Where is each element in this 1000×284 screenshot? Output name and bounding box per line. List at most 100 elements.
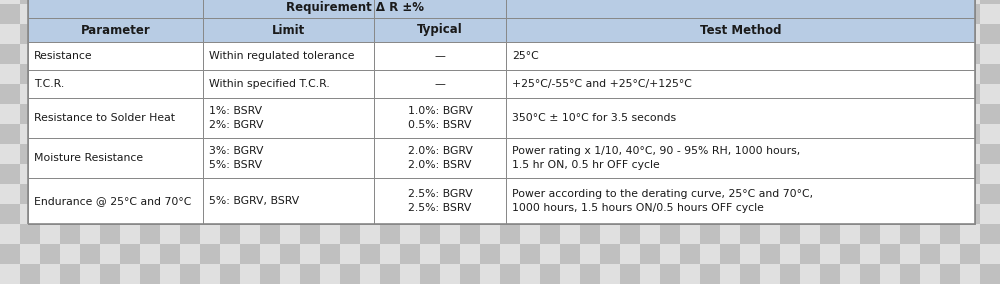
Bar (580, 264, 600, 284)
Bar (920, 64, 940, 84)
Bar (340, 4, 360, 24)
Bar (203, 42, 374, 70)
Bar (960, 264, 980, 284)
Bar (460, 24, 480, 44)
Bar (320, 24, 340, 44)
Bar (820, 244, 840, 264)
Bar (720, 144, 740, 164)
Bar (520, 184, 540, 204)
Bar (400, 44, 420, 64)
Bar (660, 264, 680, 284)
Bar (500, 44, 520, 64)
Bar (800, 244, 820, 264)
Bar (200, 124, 220, 144)
Bar (20, 84, 40, 104)
Bar (740, 104, 760, 124)
Bar (300, 144, 320, 164)
Bar (540, 4, 560, 24)
Bar (460, 244, 480, 264)
Bar (20, 204, 40, 224)
Bar (540, 24, 560, 44)
Bar (160, 64, 180, 84)
Bar (380, 44, 400, 64)
Bar (200, 244, 220, 264)
Bar (360, 124, 380, 144)
Bar (260, 4, 280, 24)
Bar (240, 24, 260, 44)
Bar (500, 4, 520, 24)
Bar (400, 64, 420, 84)
Bar (480, 184, 500, 204)
Bar (940, 184, 960, 204)
Bar (960, 184, 980, 204)
Bar (60, 264, 80, 284)
Bar (320, 44, 340, 64)
Bar (260, 144, 280, 164)
Bar (660, 144, 680, 164)
Bar (200, 4, 220, 24)
Bar (580, 4, 600, 24)
Bar (100, 244, 120, 264)
Bar (240, 184, 260, 204)
Bar (980, 164, 1000, 184)
Bar (300, 4, 320, 24)
Bar (520, 204, 540, 224)
Bar (360, 84, 380, 104)
Bar (0, 24, 20, 44)
Bar (560, 244, 580, 264)
Bar (720, 84, 740, 104)
Bar (860, 224, 880, 244)
Bar (420, 184, 440, 204)
Bar (760, 244, 780, 264)
Bar (960, 124, 980, 144)
Bar (920, 164, 940, 184)
Bar (420, 84, 440, 104)
Bar (520, 264, 540, 284)
Text: Power rating x 1/10, 40°C, 90 - 95% RH, 1000 hours,
1.5 hr ON, 0.5 hr OFF cycle: Power rating x 1/10, 40°C, 90 - 95% RH, … (512, 146, 800, 170)
Bar (280, 4, 300, 24)
Bar (840, 184, 860, 204)
Bar (40, 224, 60, 244)
Bar (440, 264, 460, 284)
Bar (120, 244, 140, 264)
Bar (680, 124, 700, 144)
Bar (880, 4, 900, 24)
Bar (20, 144, 40, 164)
Bar (780, 4, 800, 24)
Bar (506, 0, 975, 18)
Bar (440, 184, 460, 204)
Text: 3%: BGRV
5%: BSRV: 3%: BGRV 5%: BSRV (209, 146, 264, 170)
Bar (820, 164, 840, 184)
Bar (60, 224, 80, 244)
Bar (240, 0, 260, 4)
Bar (480, 144, 500, 164)
Bar (500, 224, 520, 244)
Bar (760, 4, 780, 24)
Bar (40, 24, 60, 44)
Bar (460, 4, 480, 24)
Bar (506, 98, 975, 138)
Bar (680, 184, 700, 204)
Bar (260, 224, 280, 244)
Bar (0, 224, 20, 244)
Bar (520, 144, 540, 164)
Bar (940, 84, 960, 104)
Bar (506, 18, 975, 42)
Bar (240, 64, 260, 84)
Bar (260, 104, 280, 124)
Bar (520, 44, 540, 64)
Bar (980, 204, 1000, 224)
Bar (200, 44, 220, 64)
Bar (420, 224, 440, 244)
Bar (520, 104, 540, 124)
Bar (640, 0, 660, 4)
Bar (280, 264, 300, 284)
Bar (980, 264, 1000, 284)
Bar (760, 104, 780, 124)
Bar (960, 224, 980, 244)
Bar (900, 124, 920, 144)
Bar (600, 224, 620, 244)
Bar (120, 124, 140, 144)
Bar (360, 4, 380, 24)
Bar (460, 164, 480, 184)
